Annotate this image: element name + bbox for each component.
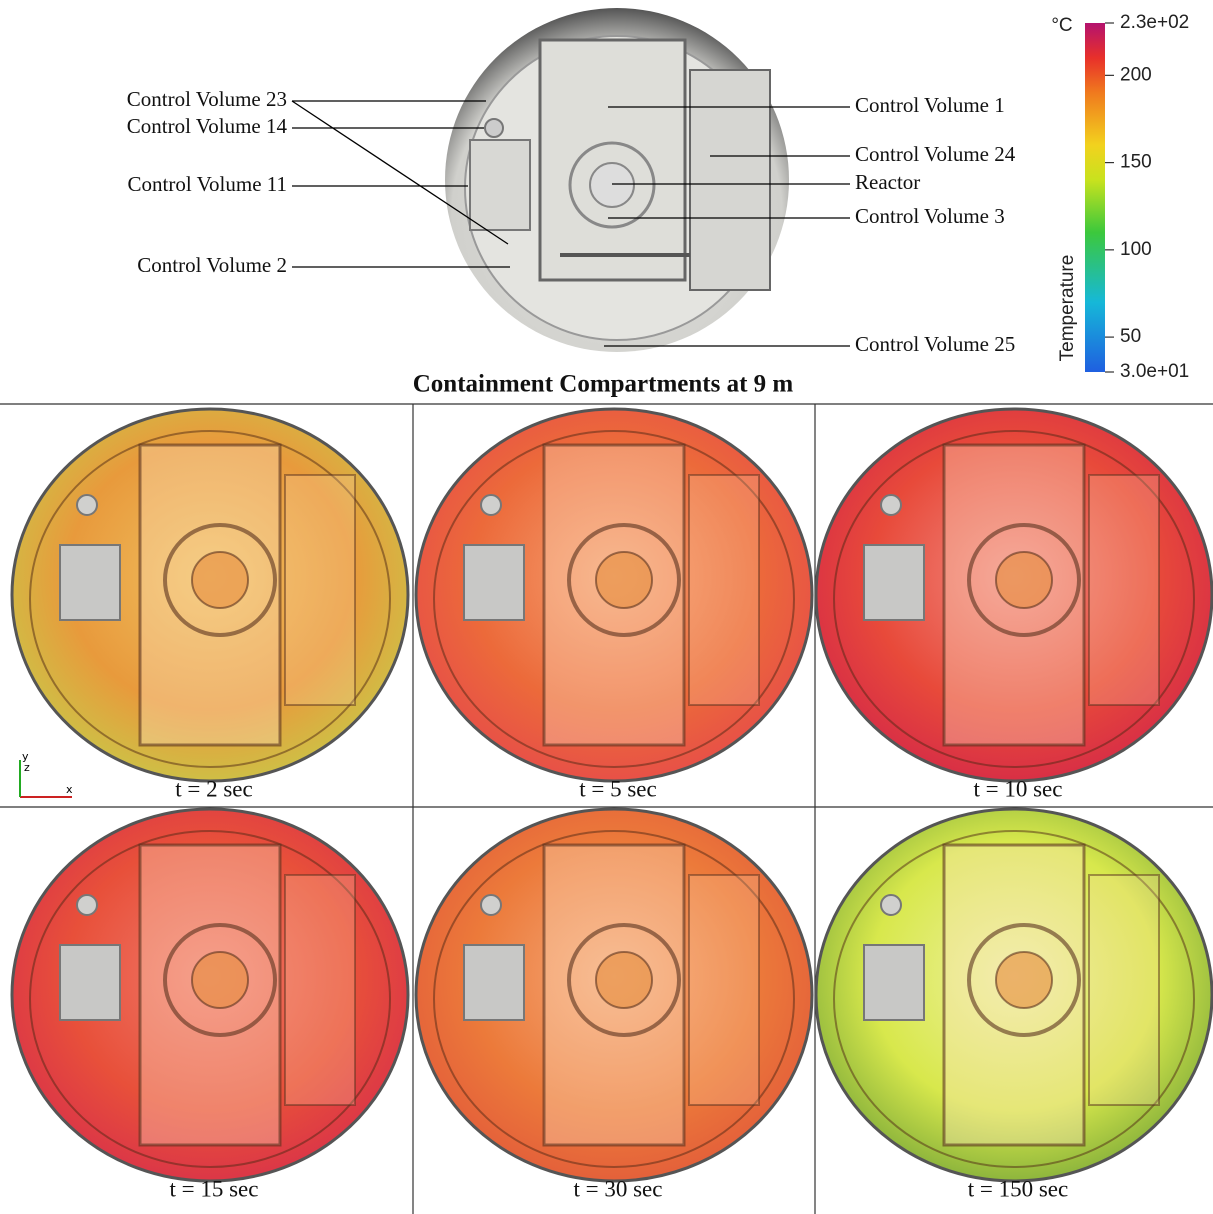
colorbar-tick-label: 150	[1120, 152, 1152, 173]
colorbar-tick-label: 50	[1120, 326, 1141, 347]
leader-lines	[291, 100, 850, 347]
small-vessel	[880, 894, 902, 916]
colorbar-tick-label: 3.0e+01	[1120, 361, 1189, 382]
panel-label: t = 5 sec	[579, 776, 656, 801]
compartment-label: Control Volume 23	[127, 87, 287, 111]
compartment	[688, 474, 760, 706]
ring	[29, 430, 391, 768]
gray-block	[463, 944, 525, 1021]
compartment	[1088, 474, 1160, 706]
compartment-label: Control Volume 25	[855, 332, 1015, 356]
reactor-ring	[567, 523, 681, 637]
gray-block	[463, 544, 525, 621]
small-vessel	[480, 894, 502, 916]
reactor-ring	[967, 923, 1081, 1037]
axes-triad: y z x	[19, 750, 73, 798]
reactor	[191, 951, 249, 1009]
ring	[833, 830, 1195, 1168]
small-vessel	[76, 494, 98, 516]
compartment-label: Control Volume 2	[137, 253, 287, 277]
temperature-panel: t = 10 sec	[814, 407, 1213, 801]
reactor-ring	[163, 923, 277, 1037]
ring	[833, 430, 1195, 768]
compartment-label: Control Volume 11	[128, 172, 287, 196]
reactor	[595, 551, 653, 609]
compartment	[284, 474, 356, 706]
reactor	[595, 951, 653, 1009]
reactor-ring	[567, 923, 681, 1037]
compartment-label: Control Volume 24	[855, 142, 1016, 166]
schematic	[291, 8, 850, 352]
panel-label: t = 30 sec	[574, 1176, 663, 1201]
colorbar-tick-label: 2.3e+02	[1120, 12, 1189, 33]
small-vessel	[480, 494, 502, 516]
gray-block	[59, 944, 121, 1021]
gray-block	[863, 944, 925, 1021]
reactor-ring	[967, 523, 1081, 637]
compartment	[542, 843, 686, 1147]
ring	[29, 830, 391, 1168]
temperature-panel: t = 2 sec	[10, 407, 410, 801]
gray-block	[863, 544, 925, 621]
gray-block	[59, 544, 121, 621]
compartment-label: Control Volume 3	[855, 204, 1005, 228]
colorbar-tick-label: 100	[1120, 239, 1152, 260]
compartment-label: Control Volume 14	[127, 114, 288, 138]
colorbar	[1085, 23, 1105, 372]
reactor	[995, 551, 1053, 609]
panel-label: t = 2 sec	[175, 776, 252, 801]
small-vessel	[76, 894, 98, 916]
panel-label: t = 150 sec	[968, 1176, 1068, 1201]
title: Containment Compartments at 9 m	[413, 371, 794, 398]
compartment-label: Reactor	[855, 170, 920, 194]
panel-grid	[0, 403, 1213, 1214]
reactor	[995, 951, 1053, 1009]
axis-x: x	[66, 783, 73, 796]
compartment	[688, 874, 760, 1106]
compartment	[284, 874, 356, 1106]
colorbar-label: Temperature	[1057, 255, 1078, 362]
colorbar-tick-label: 200	[1120, 64, 1152, 85]
small-vessel	[880, 494, 902, 516]
temperature-panel: t = 150 sec	[814, 807, 1213, 1201]
reactor-ring	[163, 523, 277, 637]
temperature-panel: t = 5 sec	[414, 407, 814, 801]
axis-z: z	[24, 761, 30, 774]
axis-y: y	[22, 750, 29, 763]
temperature-panel: t = 30 sec	[414, 807, 814, 1201]
compartment-label: Control Volume 1	[855, 93, 1005, 117]
compartment	[1088, 874, 1160, 1106]
panel-label: t = 15 sec	[170, 1176, 259, 1201]
colorbar-unit: °C	[1051, 15, 1072, 36]
reactor	[191, 551, 249, 609]
panel-label: t = 10 sec	[974, 776, 1063, 801]
ring	[433, 430, 795, 768]
ring	[433, 830, 795, 1168]
temperature-panel: t = 15 sec	[10, 807, 410, 1201]
